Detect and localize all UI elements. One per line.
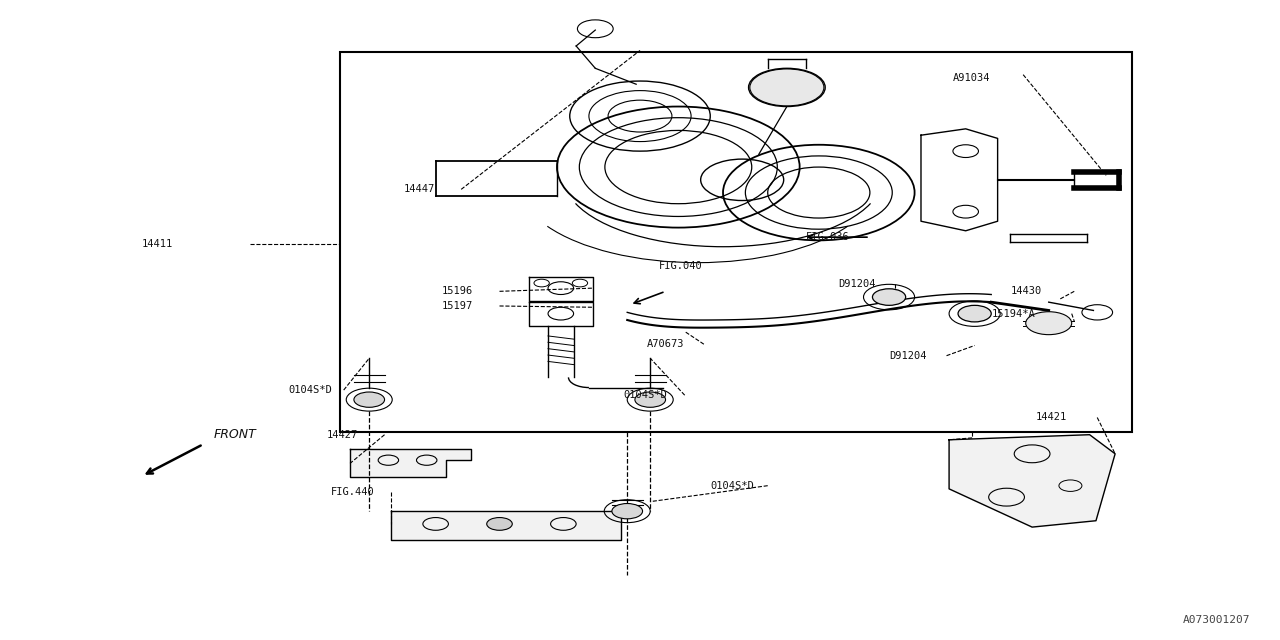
Circle shape bbox=[612, 504, 643, 519]
Text: D91204: D91204 bbox=[838, 278, 876, 289]
Circle shape bbox=[486, 518, 512, 531]
Text: 15197: 15197 bbox=[442, 301, 474, 311]
Text: 15194*A: 15194*A bbox=[991, 308, 1036, 319]
Polygon shape bbox=[948, 435, 1115, 527]
Text: FRONT: FRONT bbox=[214, 428, 256, 441]
Bar bbox=[340, 52, 1132, 431]
Text: 14411: 14411 bbox=[142, 239, 173, 248]
Text: 14430: 14430 bbox=[1010, 286, 1042, 296]
Text: 14427: 14427 bbox=[328, 429, 358, 440]
Text: A073001207: A073001207 bbox=[1183, 614, 1251, 625]
Polygon shape bbox=[529, 276, 593, 301]
Text: A91034: A91034 bbox=[952, 73, 991, 83]
Polygon shape bbox=[529, 302, 593, 326]
Text: 0104S*D: 0104S*D bbox=[623, 390, 667, 400]
Text: FIG.040: FIG.040 bbox=[659, 261, 703, 271]
Text: A70673: A70673 bbox=[646, 339, 684, 349]
Polygon shape bbox=[390, 511, 621, 540]
Circle shape bbox=[749, 68, 826, 106]
Polygon shape bbox=[349, 449, 471, 477]
Circle shape bbox=[957, 305, 991, 322]
Text: 0104S*D: 0104S*D bbox=[710, 481, 754, 491]
Text: D91204: D91204 bbox=[890, 351, 927, 361]
Circle shape bbox=[353, 392, 384, 407]
Text: FIG.440: FIG.440 bbox=[332, 487, 375, 497]
Text: 14447: 14447 bbox=[403, 184, 435, 195]
Circle shape bbox=[873, 289, 906, 305]
Text: 15196: 15196 bbox=[442, 286, 474, 296]
Text: 14421: 14421 bbox=[1036, 413, 1068, 422]
Circle shape bbox=[635, 392, 666, 407]
Text: FIG.036: FIG.036 bbox=[806, 232, 850, 242]
Polygon shape bbox=[922, 129, 997, 231]
Circle shape bbox=[1025, 312, 1071, 335]
Text: 0104S*D: 0104S*D bbox=[289, 385, 333, 395]
